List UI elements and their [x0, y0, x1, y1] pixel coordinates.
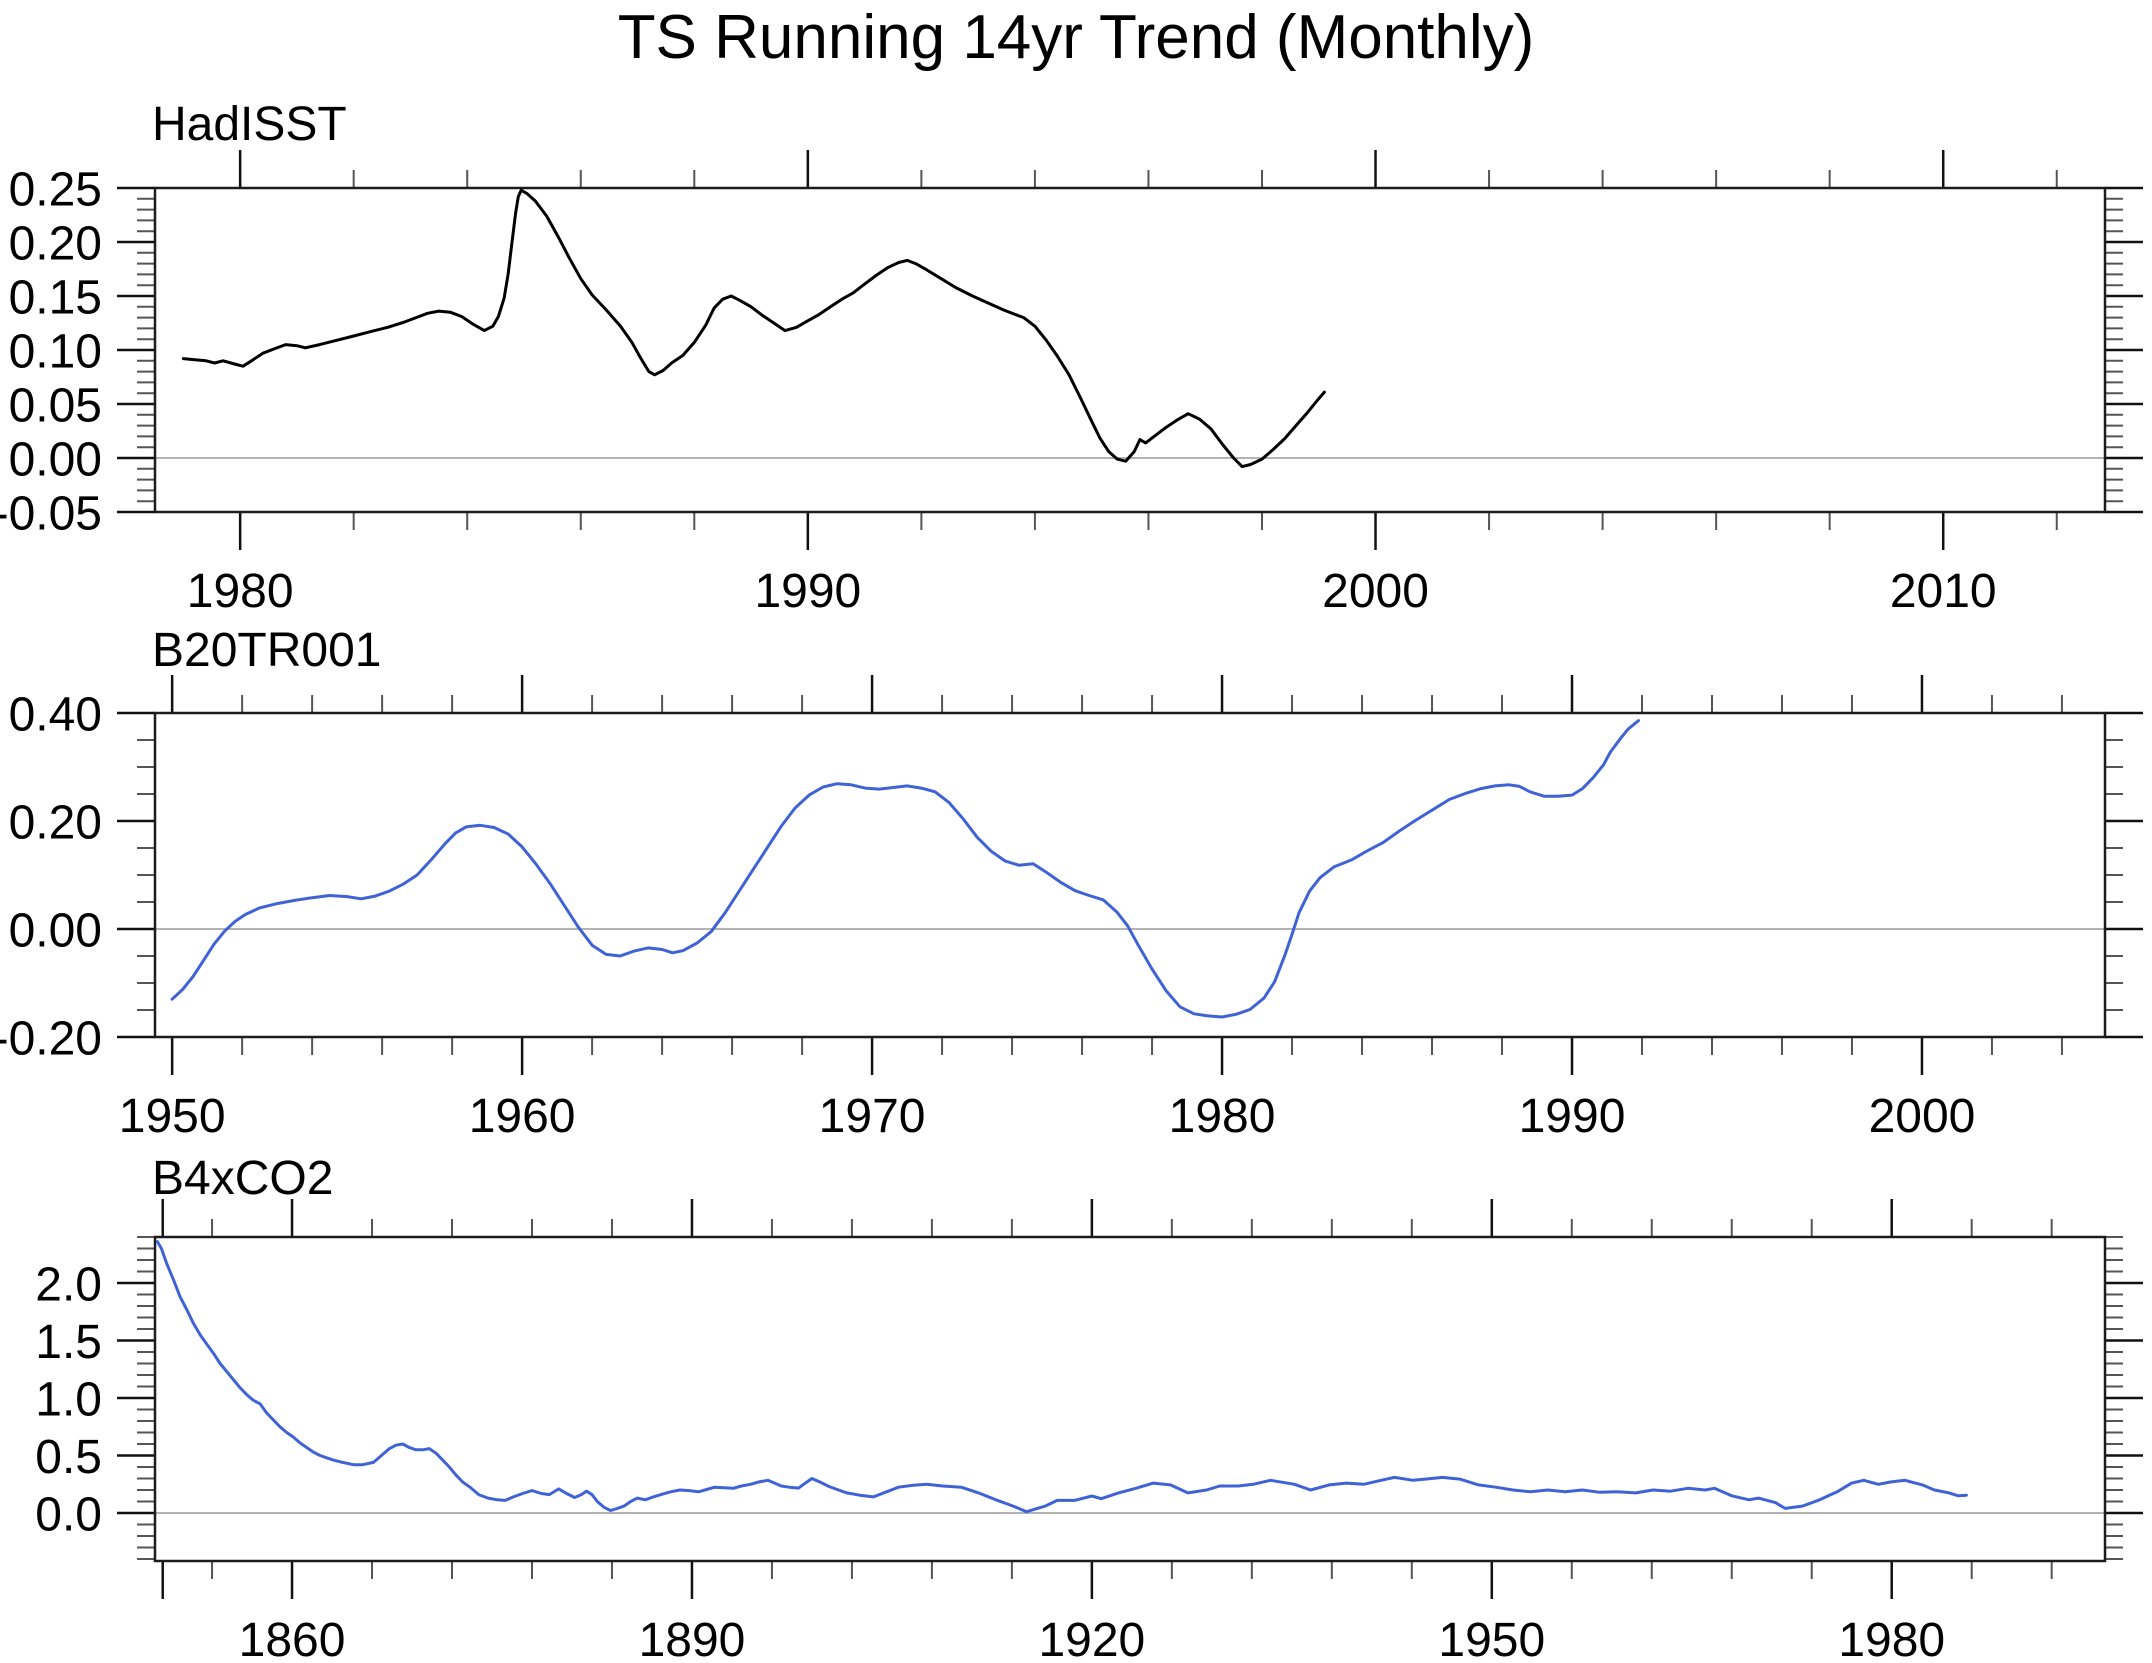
y-tick-label: 0.20 — [9, 217, 102, 270]
x-tick-label: 2000 — [1322, 565, 1429, 618]
series-line-b20tr001 — [170, 719, 1640, 1019]
x-tick-label: 1980 — [187, 565, 294, 618]
x-tick-label: 2000 — [1869, 1090, 1976, 1143]
x-tick-label: 1960 — [469, 1090, 576, 1143]
plot-frame — [153, 711, 2107, 1039]
panel-label-b4xco2: B4xCO2 — [152, 1152, 334, 1205]
y-tick-label: 0.40 — [9, 688, 102, 741]
ticks — [117, 150, 2143, 550]
y-tick-label: 1.0 — [35, 1373, 102, 1426]
panel-2-b4xco2: 1860 1890 1920 1950 1980 0.00.51.01.52.0 — [35, 1199, 2143, 1663]
x-tick-label: 1980 — [1838, 1614, 1945, 1663]
y-tick-label: 0.15 — [9, 271, 102, 324]
y-tick-label: 1.5 — [35, 1316, 102, 1369]
y-tick-label: 0.5 — [35, 1431, 102, 1484]
x-tick-label: 1990 — [1519, 1090, 1626, 1143]
x-tick-label: 1970 — [819, 1090, 926, 1143]
x-tick-label: 2010 — [1890, 565, 1997, 618]
x-tick-label: 1980 — [1169, 1090, 1276, 1143]
y-tick-label: 0.10 — [9, 325, 102, 378]
y-tick-label: 0.05 — [9, 379, 102, 432]
x-tick-label: 1920 — [1038, 1614, 1145, 1663]
x-tick-label: 1890 — [639, 1614, 746, 1663]
series-line-b4xco2 — [155, 1240, 1968, 1514]
panel-label-hadisst: HadISST — [152, 98, 347, 151]
x-tick-label: 1950 — [1438, 1614, 1545, 1663]
y-tick-label: -0.20 — [0, 1012, 102, 1065]
series-line-hadisst — [181, 188, 1326, 469]
x-tick-label: 1990 — [754, 565, 861, 618]
y-tick-label: 0.00 — [9, 904, 102, 957]
page-title: TS Running 14yr Trend (Monthly) — [617, 3, 1535, 72]
ticks — [117, 1199, 2143, 1599]
y-tick-label: 2.0 — [35, 1258, 102, 1311]
ticks — [117, 675, 2143, 1075]
y-tick-label: 0.20 — [9, 796, 102, 849]
plot-frame — [153, 1235, 2107, 1563]
panel-label-b20tr001: B20TR001 — [152, 624, 382, 677]
y-tick-label: 0.00 — [9, 433, 102, 486]
x-tick-label: 1950 — [119, 1090, 226, 1143]
panel-1-b20tr001: 1950 1960 1970 1980 1990 2000 -0.20 0.00 0.20 0.4… — [0, 675, 2143, 1143]
y-tick-label: 0.0 — [35, 1488, 102, 1541]
plot-frame — [153, 186, 2107, 514]
x-tick-label: 1860 — [239, 1614, 346, 1663]
y-tick-label: -0.05 — [0, 487, 102, 540]
panel-0-hadisst: 1980 1990 2000 2010-0.050.000.050.100.150.2… — [0, 150, 2143, 618]
y-tick-label: 0.25 — [9, 163, 102, 216]
